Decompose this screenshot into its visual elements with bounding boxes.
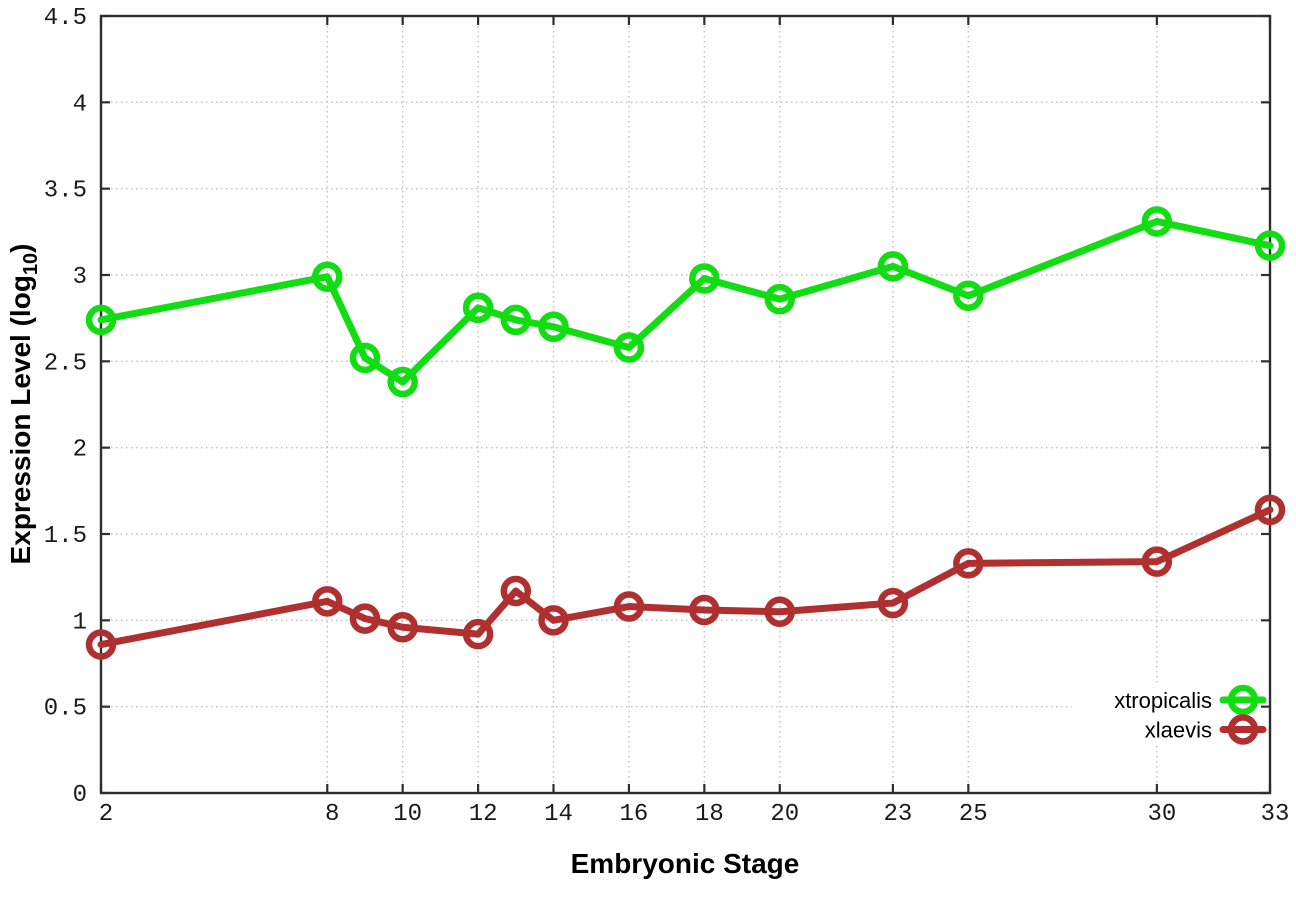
y-tick-label: 0.5: [44, 696, 87, 723]
data-point-xtropicalis: [387, 366, 418, 398]
data-point-xtropicalis: [877, 251, 909, 282]
data-point-xlaevis: [1254, 494, 1286, 526]
legend-sample-marker: [1227, 684, 1259, 716]
data-point-xlaevis: [500, 575, 532, 607]
data-point-xlaevis: [462, 618, 494, 650]
data-point-xtropicalis: [349, 342, 381, 374]
data-point-xlaevis: [1141, 546, 1173, 577]
data-point-xlaevis: [877, 587, 909, 619]
data-point-xlaevis: [387, 611, 418, 643]
y-tick-label: 2: [73, 437, 87, 464]
x-axis-title: Embryonic Stage: [571, 848, 800, 879]
y-tick-label: 1: [73, 609, 87, 636]
y-axis-title: Expression Level (log10): [5, 244, 42, 565]
legend-row-xtropicalis: xtropicalis: [1114, 684, 1267, 716]
series-xlaevis: [85, 494, 1286, 660]
data-point-xtropicalis: [613, 332, 645, 363]
x-tick-label: 20: [770, 801, 799, 828]
x-tick-label: 10: [393, 801, 422, 828]
data-point-xtropicalis: [1254, 230, 1286, 261]
data-point-xtropicalis: [1141, 206, 1173, 237]
data-point-xtropicalis: [85, 304, 117, 336]
data-point-xtropicalis: [764, 283, 796, 315]
y-tick-label: 3.5: [44, 178, 87, 205]
data-point-xtropicalis: [538, 311, 569, 343]
x-tick-label: 2: [99, 801, 113, 828]
y-tick-label: 3: [73, 264, 87, 291]
y-tick-label: 4: [73, 91, 87, 118]
data-point-xlaevis: [764, 596, 796, 627]
legend-label-xtropicalis: xtropicalis: [1114, 688, 1212, 713]
x-tick-label: 33: [1261, 801, 1290, 828]
data-point-xlaevis: [613, 591, 645, 622]
data-point-xlaevis: [689, 594, 720, 626]
y-axis-title-subscript: 10: [20, 253, 42, 275]
x-tick-label: 23: [883, 801, 912, 828]
data-point-xtropicalis: [312, 261, 343, 292]
legend-label-xlaevis: xlaevis: [1145, 718, 1212, 743]
y-axis-title-text: Expression Level (log: [5, 275, 36, 564]
x-tick-label: 14: [544, 801, 573, 828]
x-tick-label: 25: [959, 801, 988, 828]
data-point-xtropicalis: [953, 280, 984, 311]
y-tick-label: 1.5: [44, 523, 87, 550]
data-series: [85, 206, 1286, 660]
data-point-xlaevis: [85, 629, 117, 660]
data-point-xlaevis: [538, 605, 569, 636]
legend-row-xlaevis: xlaevis: [1145, 714, 1267, 745]
x-tick-label: 12: [469, 801, 498, 828]
y-tick-label: 0: [73, 782, 87, 809]
data-point-xlaevis: [953, 548, 984, 579]
data-point-xlaevis: [349, 603, 381, 634]
data-point-xlaevis: [312, 586, 343, 617]
data-point-xtropicalis: [689, 263, 720, 294]
data-point-xtropicalis: [500, 304, 532, 336]
x-tick-label: 8: [325, 801, 339, 828]
y-axis-title-suffix: ): [5, 244, 36, 253]
x-tick-label: 30: [1147, 801, 1176, 828]
y-tick-label: 2.5: [44, 350, 87, 377]
series-xtropicalis: [85, 206, 1286, 398]
legend: xtropicalis xlaevis: [1114, 684, 1267, 745]
x-tick-label: 16: [620, 801, 649, 828]
plot-border: [99, 14, 1272, 795]
axes-and-ticks: 2 8 10 12 14 16 18 20 23 25 30 33 0 0.5 1 1.5 2 2.5 3 3.5 4 4…: [44, 5, 1290, 828]
data-point-xtropicalis: [462, 292, 494, 324]
y-tick-label: 4.5: [44, 5, 87, 32]
legend-sample-marker: [1227, 714, 1259, 745]
x-tick-label: 18: [695, 801, 724, 828]
